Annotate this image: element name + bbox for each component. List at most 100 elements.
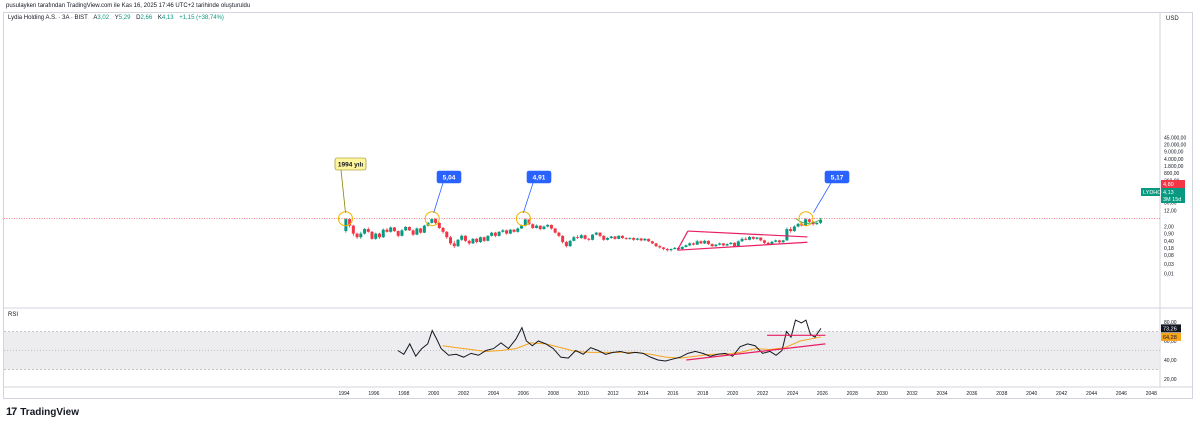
candle-body <box>635 238 639 240</box>
peak-circle-marker <box>798 211 814 227</box>
callout-peak-2006-box <box>526 170 552 184</box>
callout-1994-pointer <box>340 169 346 213</box>
time-tick-label: 2002 <box>458 391 469 397</box>
candle-body <box>680 247 684 249</box>
candle-body <box>703 240 707 244</box>
rsi-tick-label: 60,00 <box>1164 339 1177 345</box>
candle-body <box>613 236 617 239</box>
candle-body <box>654 243 658 247</box>
time-tick-label: 2032 <box>907 391 918 397</box>
ticker-tag-text: LYDHO <box>1143 190 1162 196</box>
rsi-band <box>4 331 1160 370</box>
price-tick-label: 1.800,00 <box>1164 164 1184 170</box>
candle-body <box>579 235 583 238</box>
callout-peak-2006-pointer <box>523 182 534 213</box>
callout-peak-2006-text: 4,91 <box>533 175 546 182</box>
candle-body <box>549 224 553 229</box>
candle-body <box>452 243 456 247</box>
cup-arc <box>795 217 823 224</box>
candle-body <box>564 242 568 247</box>
candle-body <box>688 243 692 246</box>
candle-body <box>721 243 725 246</box>
candle-body <box>508 229 512 234</box>
callout-1994-box <box>334 157 367 171</box>
candle-body <box>576 237 580 239</box>
candle-body <box>617 235 621 239</box>
candle-body <box>381 229 385 238</box>
callout-peak-2025-box <box>824 170 850 184</box>
candle-body <box>673 247 677 249</box>
low-label: D <box>136 15 141 21</box>
open-value: 3,02 <box>97 15 110 21</box>
candle-body <box>609 236 613 238</box>
candle-body <box>598 232 602 236</box>
candle-body <box>456 239 460 247</box>
candle-body <box>725 244 729 246</box>
candle-body <box>351 225 355 234</box>
symbol-legend: Lydia Holding A.S. · 3A · BIST A3,02 Y5,… <box>8 15 224 21</box>
price-tick-label: 12,00 <box>1164 209 1177 215</box>
candle-body <box>344 219 348 232</box>
candle-body <box>561 235 565 243</box>
candle-body <box>400 230 404 236</box>
candle-body <box>658 246 662 248</box>
candle-body <box>662 247 666 249</box>
callout-peak-2025-pointer <box>813 182 832 213</box>
callout-peak-2000-box <box>436 170 462 184</box>
candle-body <box>531 224 535 228</box>
open-label: A <box>93 15 98 21</box>
candle-body <box>463 235 467 241</box>
high-label: Y <box>114 15 119 21</box>
candle-body <box>624 237 628 239</box>
candle-body <box>449 237 453 244</box>
candle-body <box>774 240 778 242</box>
candle-body <box>744 238 748 240</box>
candle-body <box>733 242 737 247</box>
candle-body <box>695 241 699 245</box>
candle-body <box>527 219 531 225</box>
time-tick-label: 2034 <box>936 391 947 397</box>
time-tick-label: 2004 <box>488 391 499 397</box>
candle-body <box>542 226 546 230</box>
symbol-name[interactable]: Lydia Holding A.S. · 3A · BIST <box>8 15 88 21</box>
candle-body <box>755 237 759 239</box>
last-price-tag-text: 4,13 <box>1163 190 1174 196</box>
candle-body <box>650 241 654 244</box>
candle-body <box>505 230 509 234</box>
candle-body <box>714 244 718 247</box>
candle-body <box>568 240 572 247</box>
candle-body <box>422 225 426 233</box>
resistance-price-tag-text: 4,80 <box>1163 182 1174 188</box>
candle-body <box>538 225 542 230</box>
currency-label[interactable]: USD <box>1166 16 1179 22</box>
resistance-price-tag-bg <box>1161 180 1185 188</box>
time-tick-label: 2018 <box>697 391 708 397</box>
time-tick-label: 1996 <box>368 391 379 397</box>
candle-body <box>632 237 636 240</box>
candle-body <box>804 219 808 226</box>
candle-body <box>467 240 471 244</box>
candle-body <box>785 229 789 241</box>
candle-body <box>639 238 643 241</box>
rsi-tick-label: 20,00 <box>1164 377 1177 383</box>
candle-body <box>460 235 464 240</box>
candle-body <box>378 233 382 238</box>
candle-body <box>475 238 479 243</box>
price-tick-label: 0,08 <box>1164 253 1174 259</box>
candle-body <box>553 228 557 233</box>
close-label: K <box>157 15 162 21</box>
price-tick-label: 20.000,00 <box>1164 143 1186 149</box>
price-tick-label: 45.000,00 <box>1164 135 1186 141</box>
candle-body <box>411 230 415 235</box>
candle-body <box>546 224 550 227</box>
candle-body <box>389 227 393 232</box>
candle-body <box>669 248 673 251</box>
callout-peak-2000-text: 5,04 <box>443 175 456 182</box>
time-tick-label: 2012 <box>608 391 619 397</box>
time-tick-label: 2046 <box>1116 391 1127 397</box>
ticker-tag-bg <box>1141 188 1160 196</box>
candle-body <box>620 235 624 238</box>
time-tick-label: 2024 <box>787 391 798 397</box>
candle-body <box>415 228 419 235</box>
